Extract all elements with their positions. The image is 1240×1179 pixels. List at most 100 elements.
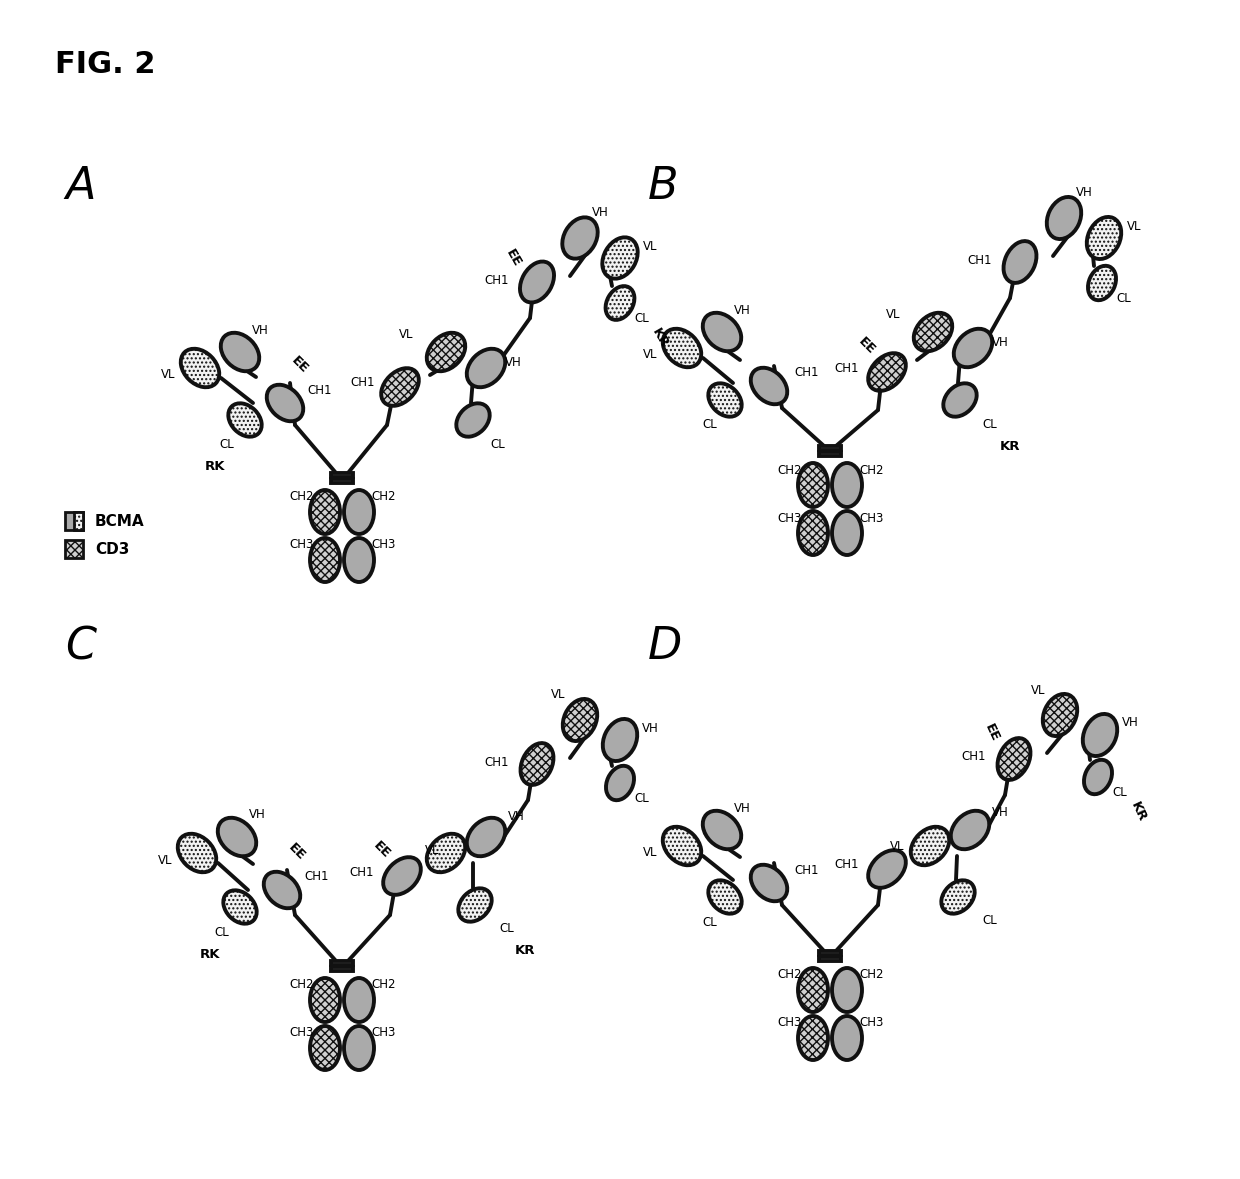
Text: EE: EE (982, 722, 1002, 744)
Ellipse shape (1047, 197, 1081, 239)
FancyBboxPatch shape (331, 473, 353, 477)
Text: VL: VL (161, 369, 175, 382)
Ellipse shape (459, 888, 492, 922)
Text: CH3: CH3 (777, 1016, 802, 1029)
Ellipse shape (1083, 714, 1117, 756)
Text: CH3: CH3 (290, 1027, 314, 1040)
Ellipse shape (221, 332, 259, 371)
Text: VL: VL (1030, 684, 1045, 697)
Text: CH1: CH1 (795, 863, 820, 876)
Text: CL: CL (703, 916, 718, 929)
Ellipse shape (1084, 759, 1112, 795)
Ellipse shape (997, 738, 1030, 780)
Text: CH2: CH2 (290, 979, 314, 992)
Ellipse shape (832, 968, 862, 1012)
Text: C: C (64, 625, 97, 668)
Ellipse shape (662, 826, 702, 865)
Ellipse shape (267, 384, 304, 421)
Ellipse shape (603, 237, 637, 278)
Ellipse shape (264, 871, 300, 908)
Text: VH: VH (1075, 186, 1092, 199)
Ellipse shape (703, 811, 742, 849)
Text: CH1: CH1 (835, 362, 859, 375)
Text: D: D (649, 625, 682, 668)
Text: EE: EE (289, 354, 311, 376)
Text: VH: VH (252, 323, 268, 336)
Ellipse shape (708, 383, 742, 416)
Text: A: A (64, 165, 95, 208)
Ellipse shape (951, 811, 990, 849)
Text: VL: VL (642, 239, 657, 252)
Text: CH3: CH3 (372, 539, 397, 552)
Text: VL: VL (1127, 219, 1141, 232)
Text: FIG. 2: FIG. 2 (55, 50, 155, 79)
Ellipse shape (223, 890, 257, 923)
Text: VL: VL (551, 689, 565, 702)
Text: CL: CL (1112, 785, 1127, 798)
Text: CL: CL (982, 419, 997, 432)
Ellipse shape (466, 818, 505, 856)
Ellipse shape (310, 538, 340, 582)
Ellipse shape (310, 979, 340, 1022)
Ellipse shape (520, 262, 554, 303)
Text: CH1: CH1 (795, 367, 820, 380)
Text: VH: VH (249, 809, 265, 822)
Text: VH: VH (992, 806, 1008, 819)
Ellipse shape (1087, 265, 1116, 301)
Ellipse shape (1043, 694, 1078, 736)
Ellipse shape (868, 850, 906, 888)
Ellipse shape (941, 881, 975, 914)
Ellipse shape (310, 490, 340, 534)
Text: EE: EE (502, 246, 523, 269)
Ellipse shape (466, 349, 505, 387)
Text: B: B (649, 165, 678, 208)
Text: VL: VL (399, 329, 413, 342)
Text: CL: CL (500, 922, 515, 935)
FancyBboxPatch shape (64, 512, 83, 531)
Text: VH: VH (1122, 717, 1138, 730)
Text: CH2: CH2 (290, 490, 314, 503)
Ellipse shape (562, 217, 598, 258)
Ellipse shape (521, 743, 553, 785)
Text: RK: RK (205, 461, 226, 474)
FancyBboxPatch shape (331, 961, 353, 964)
Text: KR: KR (515, 943, 536, 956)
Text: KR: KR (650, 325, 671, 350)
Ellipse shape (910, 826, 950, 865)
FancyBboxPatch shape (74, 512, 83, 531)
Text: CH1: CH1 (308, 383, 332, 396)
Ellipse shape (343, 979, 374, 1022)
Ellipse shape (1086, 217, 1121, 259)
Ellipse shape (177, 834, 216, 872)
Text: CH1: CH1 (351, 376, 376, 389)
Text: CL: CL (1117, 291, 1131, 304)
Text: CH1: CH1 (485, 274, 510, 286)
Text: CH1: CH1 (835, 858, 859, 871)
Text: CL: CL (635, 791, 650, 804)
Text: CH1: CH1 (305, 870, 330, 883)
Text: VH: VH (992, 336, 1008, 349)
Text: CL: CL (491, 439, 506, 452)
Text: CH2: CH2 (777, 968, 802, 981)
Ellipse shape (381, 368, 419, 406)
Text: BCMA: BCMA (95, 514, 145, 528)
Ellipse shape (181, 349, 219, 387)
FancyBboxPatch shape (331, 479, 353, 483)
Text: CH3: CH3 (290, 539, 314, 552)
Text: VL: VL (890, 839, 904, 852)
Ellipse shape (218, 818, 257, 856)
Text: VH: VH (591, 206, 609, 219)
Ellipse shape (799, 968, 828, 1012)
Ellipse shape (1003, 241, 1037, 283)
Text: CL: CL (635, 311, 650, 324)
Text: EE: EE (371, 839, 393, 861)
Text: CH3: CH3 (859, 512, 884, 525)
Text: KR: KR (1127, 801, 1148, 824)
Ellipse shape (427, 834, 465, 872)
Ellipse shape (603, 719, 637, 762)
Text: CH1: CH1 (962, 751, 986, 764)
Ellipse shape (343, 538, 374, 582)
Ellipse shape (427, 332, 465, 371)
Ellipse shape (832, 463, 862, 507)
Ellipse shape (832, 511, 862, 555)
